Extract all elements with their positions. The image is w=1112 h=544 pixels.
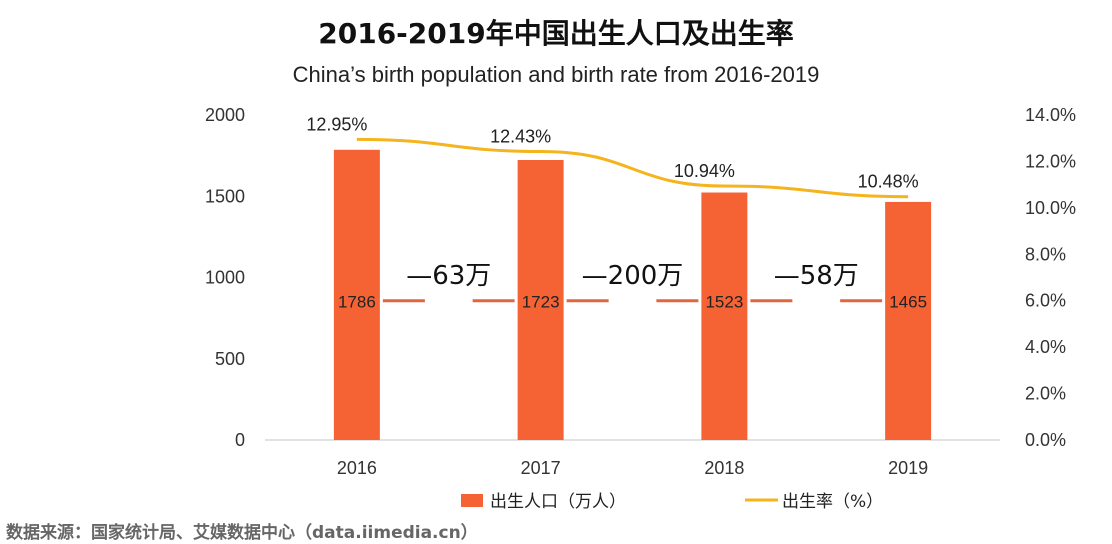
right-axis-tick-label: 0.0%	[1025, 430, 1066, 450]
left-axis-tick-label: 0	[235, 430, 245, 450]
right-axis-tick-label: 6.0%	[1025, 291, 1066, 311]
right-axis-tick-label: 8.0%	[1025, 244, 1066, 264]
right-axis-tick-label: 4.0%	[1025, 337, 1066, 357]
bar-value-label: 1786	[338, 293, 376, 312]
left-axis-tick-label: 1000	[205, 268, 245, 288]
legend-label-line: 出生率（%）	[782, 492, 883, 512]
bar-2018	[701, 192, 748, 440]
right-axis-tick-label: 12.0%	[1025, 151, 1076, 171]
x-axis-tick-label: 2018	[704, 458, 744, 478]
difference-label: —200万	[582, 261, 684, 291]
line-value-label: 10.94%	[674, 161, 735, 181]
chart-subtitle: China’s birth population and birth rate …	[292, 62, 820, 87]
right-axis-tick-label: 10.0%	[1025, 198, 1076, 218]
bar-value-label: 1723	[522, 293, 560, 312]
left-axis-tick-label: 500	[215, 349, 245, 369]
x-axis-tick-label: 2019	[888, 458, 928, 478]
legend-swatch-bar	[461, 494, 483, 507]
bar-2016	[333, 149, 380, 440]
x-axis-tick-label: 2016	[337, 458, 377, 478]
difference-label: —63万	[406, 261, 491, 291]
bar-value-label: 1523	[705, 293, 743, 312]
birth-rate-line	[356, 137, 909, 199]
left-axis-tick-label: 2000	[205, 105, 245, 125]
right-axis-tick-label: 14.0%	[1025, 105, 1076, 125]
right-axis-tick-label: 2.0%	[1025, 384, 1066, 404]
bar-2019	[885, 201, 932, 440]
left-axis-tick-label: 1500	[205, 186, 245, 206]
bar-2017	[517, 160, 564, 440]
line-value-label: 12.95%	[306, 114, 367, 134]
bar-value-label: 1465	[889, 293, 927, 312]
line-value-label: 10.48%	[858, 172, 919, 192]
line-value-label: 12.43%	[490, 126, 551, 146]
legend-label-bar: 出生人口（万人）	[490, 492, 626, 512]
chart-title: 2016-2019年中国出生人口及出生率	[318, 17, 794, 50]
data-source-note: 数据来源：国家统计局、艾媒数据中心（data.iimedia.cn）	[6, 523, 478, 543]
difference-label: —58万	[774, 261, 859, 291]
x-axis-tick-label: 2017	[521, 458, 561, 478]
